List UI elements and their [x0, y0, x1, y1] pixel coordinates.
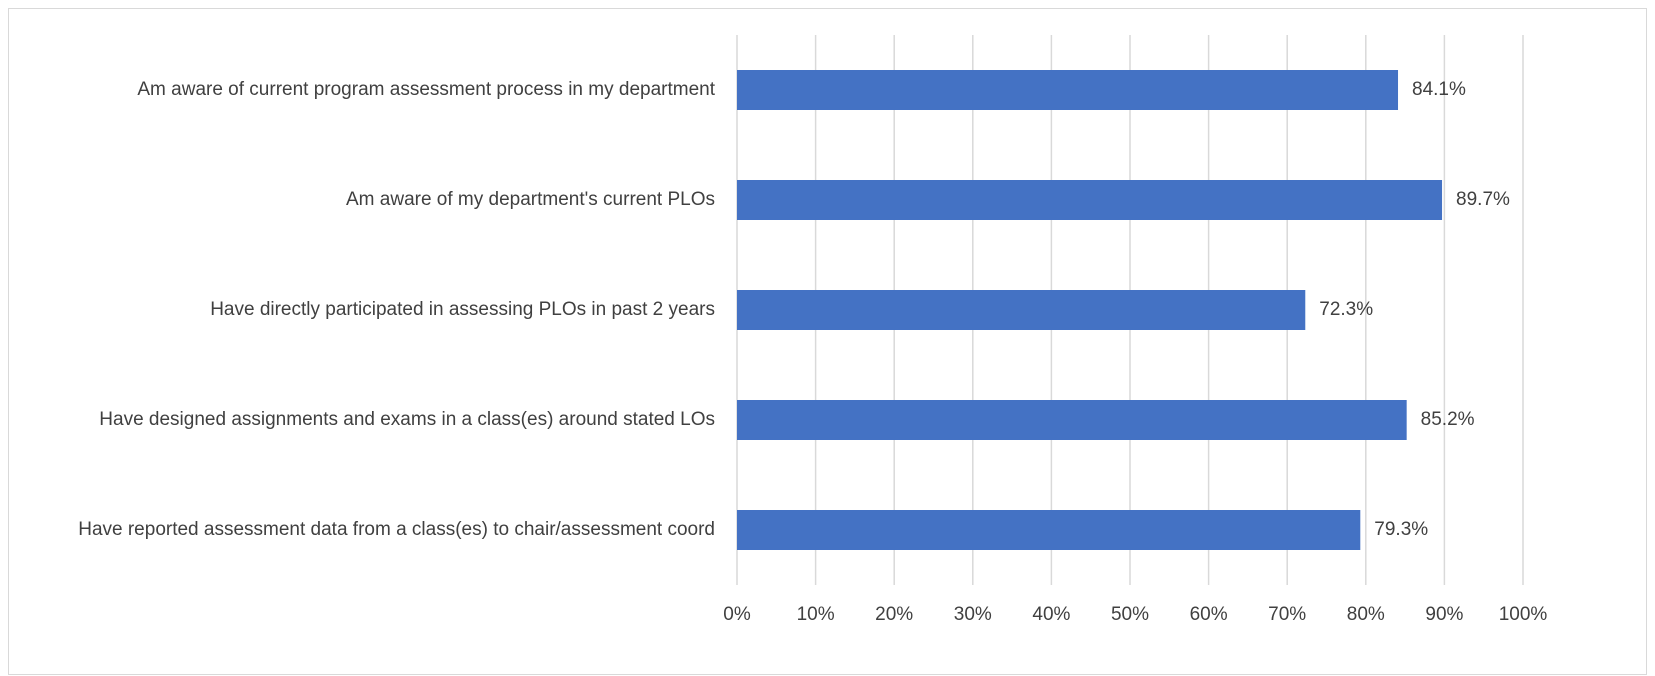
bar: [737, 180, 1443, 220]
x-tick-label: 0%: [723, 604, 751, 625]
bar: [737, 400, 1407, 440]
x-tick-label: 70%: [1268, 604, 1306, 625]
data-label: 89.7%: [1456, 189, 1510, 210]
data-label: 84.1%: [1412, 79, 1466, 100]
x-tick-label: 100%: [1499, 604, 1548, 625]
x-tick-label: 30%: [954, 604, 992, 625]
chart-border: [8, 8, 1647, 675]
x-tick-label: 80%: [1347, 604, 1385, 625]
y-tick-label: Am aware of current program assessment p…: [137, 79, 715, 100]
x-tick-label: 50%: [1111, 604, 1149, 625]
y-tick-label: Have directly participated in assessing …: [210, 299, 715, 320]
data-label: 79.3%: [1374, 519, 1428, 540]
x-tick-label: 90%: [1425, 604, 1463, 625]
x-tick-label: 20%: [875, 604, 913, 625]
data-label: 85.2%: [1421, 409, 1475, 430]
x-tick-label: 10%: [797, 604, 835, 625]
bar: [737, 290, 1306, 330]
bar: [737, 510, 1361, 550]
x-tick-label: 60%: [1190, 604, 1228, 625]
y-tick-label: Am aware of my department's current PLOs: [346, 189, 715, 210]
y-tick-label: Have reported assessment data from a cla…: [78, 519, 715, 540]
y-tick-label: Have designed assignments and exams in a…: [99, 409, 715, 430]
data-label: 72.3%: [1319, 299, 1373, 320]
bar: [737, 70, 1399, 110]
x-tick-label: 40%: [1032, 604, 1070, 625]
